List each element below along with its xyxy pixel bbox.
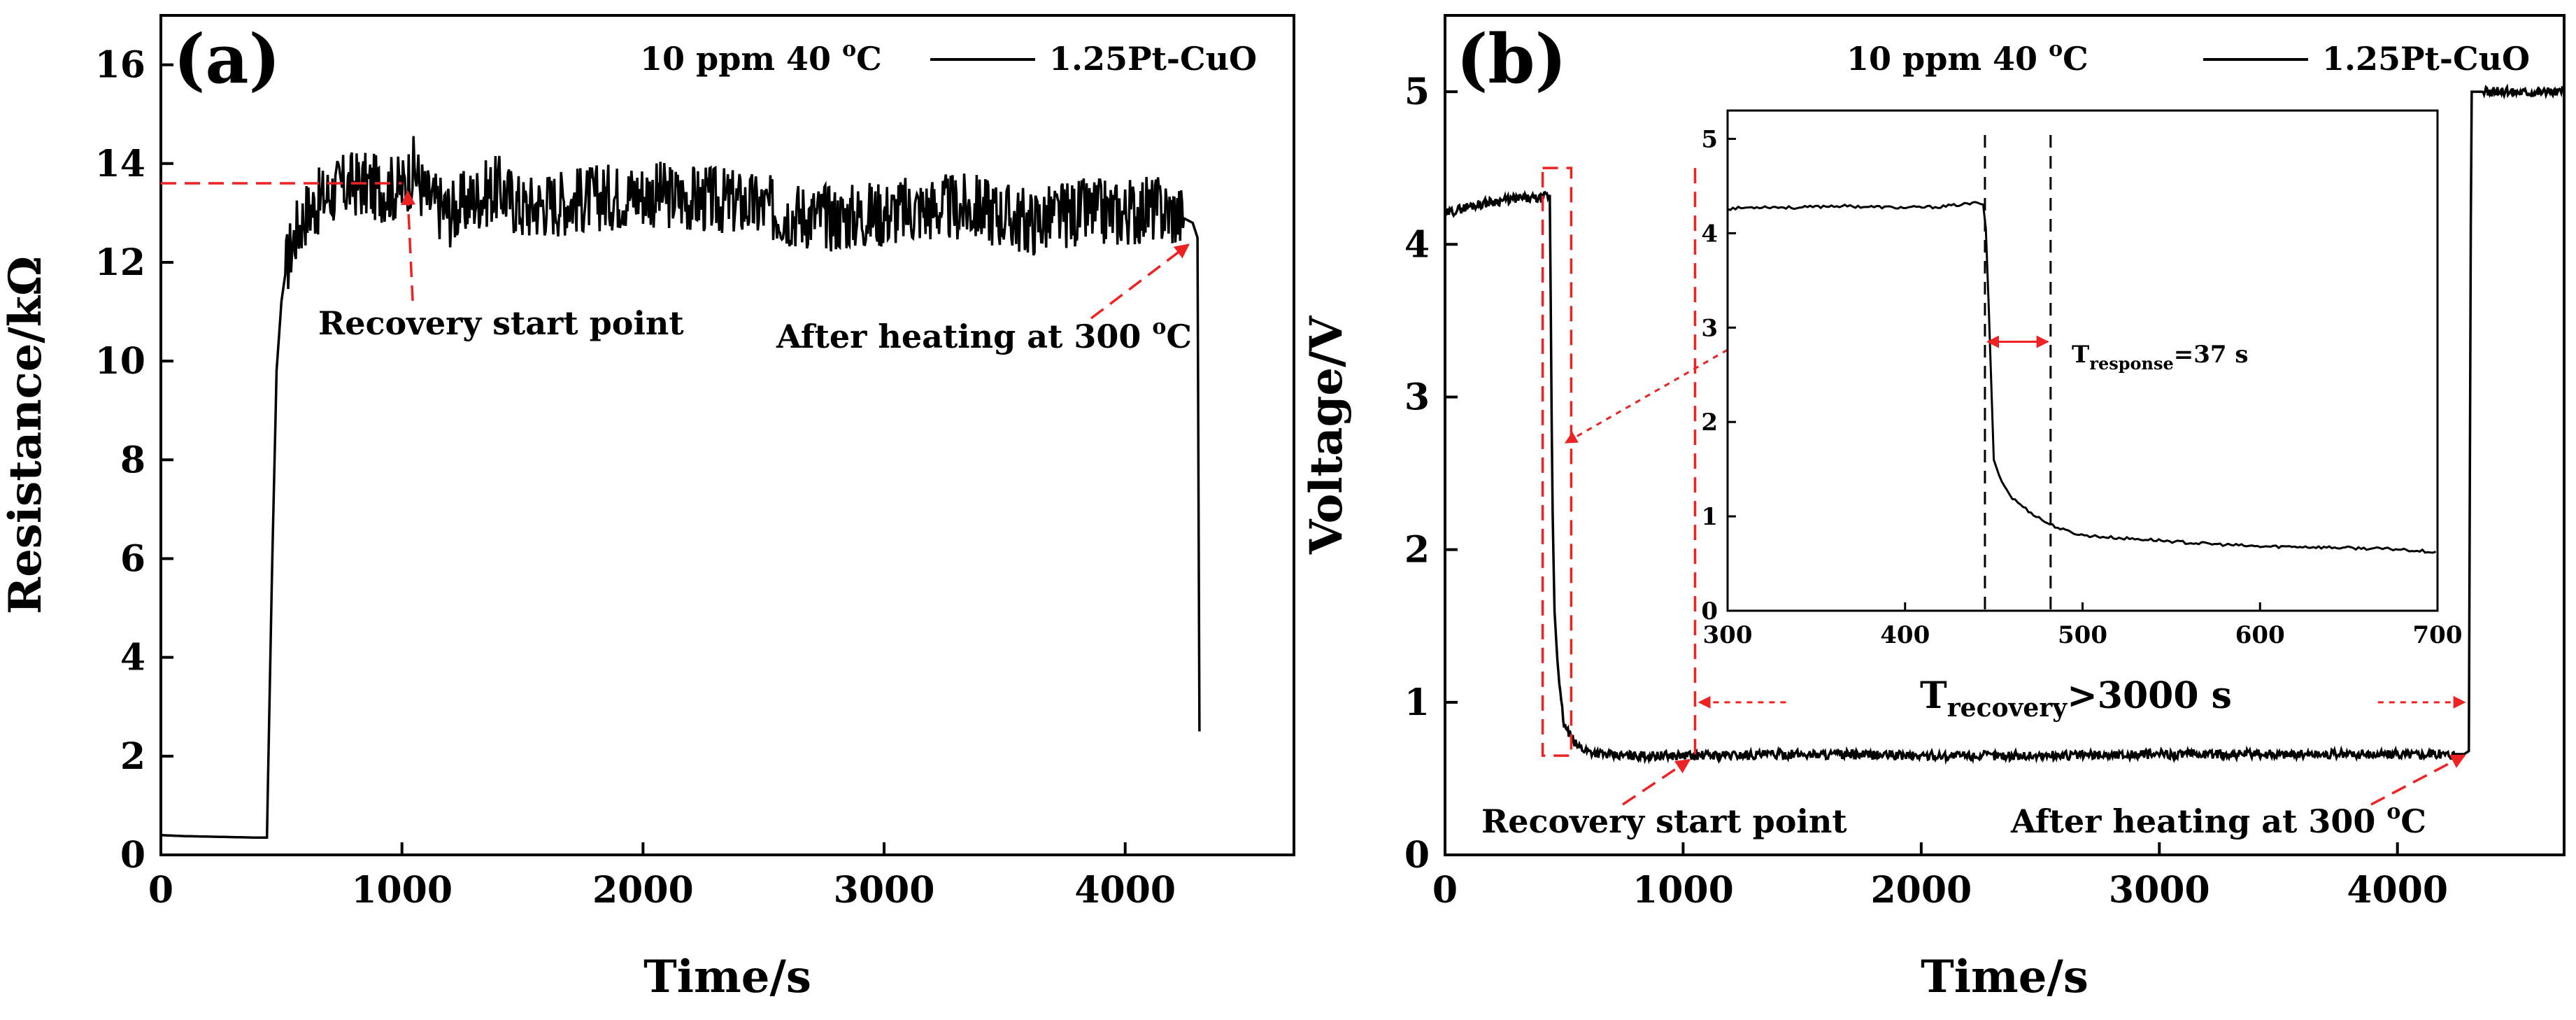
panel-a-heating-label: After heating at 300 oC [776, 315, 1192, 355]
panel-a-xtick-label: 1000 [351, 869, 453, 912]
inset-xtick-label: 700 [2413, 621, 2463, 649]
panel-b-heating-label: After heating at 300 oC [2010, 800, 2426, 840]
panel-b-ytick-label: 3 [1404, 376, 1430, 418]
inset-ytick-label: 2 [1701, 409, 1718, 437]
panel-b-condition-main: 10 ppm 40 [1846, 40, 2049, 78]
panel-a-annotations [161, 182, 1190, 320]
inset-xtick-label: 500 [2058, 621, 2107, 649]
panel-b-heating-arrow [2370, 754, 2466, 806]
inset-t-response-end: =37 s [2174, 341, 2249, 369]
panel-a-xtick-label: 0 [148, 869, 173, 912]
panel-b-xtick-label: 3000 [2109, 869, 2210, 912]
panel-b-heating-end: C [2400, 802, 2426, 840]
panel-a-xtick-label: 3000 [834, 869, 935, 912]
inset-ytick-label: 1 [1701, 503, 1718, 531]
panel-b-condition-end: C [2063, 40, 2088, 78]
panel-b-t-recovery-sub: recovery [1947, 693, 2068, 723]
panel-b-xtick-label: 4000 [2347, 869, 2448, 912]
panel-b-xtick-label: 0 [1432, 869, 1458, 912]
panel-b-condition-sup: o [2049, 37, 2063, 62]
panel-a-condition-main: 10 ppm 40 [640, 40, 842, 78]
panel-a-ytick-label: 16 [95, 44, 145, 87]
inset-xtick-label: 600 [2235, 621, 2285, 649]
panel-b-t-recovery-main: T [1920, 674, 1947, 717]
panel-a-recovery-arrow [401, 190, 416, 302]
panel-b-ytick-label: 0 [1404, 834, 1430, 877]
panel-a-ytick-label: 4 [120, 637, 145, 679]
inset-ticks: 300 400 500 600 700 0 1 2 3 4 5 [1701, 125, 2462, 649]
panel-b-recovery-label: Recovery start point [1481, 802, 1847, 840]
panel-a-recovery-label: Recovery start point [318, 304, 684, 342]
inset-xtick-label: 300 [1703, 621, 1753, 649]
panel-a-label: (a) [173, 20, 280, 99]
panel-a-series [161, 136, 1201, 840]
panel-a-ytick-label: 12 [95, 241, 145, 284]
panel-a-xtick-label: 2000 [592, 869, 694, 912]
panel-b-ytick-label: 5 [1404, 71, 1430, 113]
panel-a-condition-end: C [856, 40, 882, 78]
panel-a-ytick-label: 6 [120, 537, 145, 580]
panel-a-heating-arrow [1090, 243, 1190, 320]
panel-a-ticks: 0 1000 2000 3000 4000 0 2 4 6 8 10 12 14 16 [95, 44, 1176, 912]
panel-b-series [1444, 83, 2566, 765]
inset-ytick-label: 0 [1701, 597, 1718, 625]
inset-t-response-main: T [2072, 341, 2089, 369]
panel-a-heating-end: C [1166, 318, 1192, 355]
inset-xtick-label: 400 [1880, 621, 1930, 649]
inset-frame [1726, 109, 2439, 612]
panel-b-frame [1444, 14, 2566, 856]
panel-b-label: (b) [1456, 20, 1567, 99]
panel-b-ytick-label: 1 [1404, 681, 1430, 724]
panel-b-annotations [1541, 167, 2466, 806]
inset-series [1727, 201, 2437, 554]
panel-a: 0 1000 2000 3000 4000 0 2 4 6 8 10 12 14 16 (a) 10 pp… [0, 14, 1295, 1003]
inset-annotations [1984, 135, 2052, 611]
panel-b-recovery-arrow [1622, 758, 1691, 806]
panel-a-ylabel: Resistance/kΩ [0, 256, 52, 614]
panel-b-series-line [1444, 83, 2566, 765]
panel-b-t-recovery-end: >3000 s [2067, 674, 2232, 717]
panel-a-xtick-label: 4000 [1074, 869, 1176, 912]
panel-a-ytick-label: 8 [120, 439, 145, 481]
panel-a-heating-main: After heating at 300 [776, 318, 1152, 355]
panel-a-ytick-label: 14 [95, 143, 145, 185]
panel-a-ytick-label: 10 [95, 340, 145, 383]
panel-a-xlabel: Time/s [643, 951, 811, 1003]
panel-a-legend-entry: 1.25Pt-CuO [1049, 40, 1257, 78]
panel-b-legend-entry: 1.25Pt-CuO [2322, 40, 2530, 78]
inset-ytick-label: 4 [1701, 220, 1718, 248]
inset-t-response-sub: response [2089, 353, 2173, 374]
inset-series-line [1727, 201, 2437, 554]
panel-b-t-recovery-label: Trecovery>3000 s [1920, 674, 2232, 723]
panel-a-ytick-label: 2 [120, 735, 145, 778]
panel-a-series-line [161, 136, 1201, 840]
panel-b-zoom-arrow [1564, 348, 1728, 444]
panel-a-frame [159, 14, 1295, 856]
panel-b-heating-main: After heating at 300 [2010, 802, 2386, 840]
inset-t-response-label: Tresponse=37 s [2072, 341, 2249, 374]
inset-ytick-label: 5 [1701, 125, 1718, 153]
panel-b-condition: 10 ppm 40 oC [1846, 37, 2088, 78]
panel-b-heating-sup: o [2386, 800, 2400, 824]
panel-b-xtick-label: 2000 [1870, 869, 1972, 912]
inset: 300 400 500 600 700 0 1 2 3 4 5 Tresponse=37 s [1701, 109, 2462, 649]
panel-b-zoom-box [1541, 167, 1573, 757]
panel-a-condition-sup: o [842, 37, 856, 62]
panel-b-ytick-label: 4 [1404, 223, 1430, 266]
panel-a-ytick-label: 0 [120, 834, 145, 877]
panel-b-xtick-label: 1000 [1632, 869, 1734, 912]
inset-ytick-label: 3 [1701, 314, 1718, 342]
panel-b-ylabel: Voltage/V [1300, 316, 1353, 555]
panel-a-heating-sup: o [1152, 315, 1166, 339]
panel-b-ytick-label: 2 [1404, 529, 1430, 572]
panel-a-condition: 10 ppm 40 oC [640, 37, 882, 78]
panel-b-xlabel: Time/s [1921, 951, 2088, 1003]
